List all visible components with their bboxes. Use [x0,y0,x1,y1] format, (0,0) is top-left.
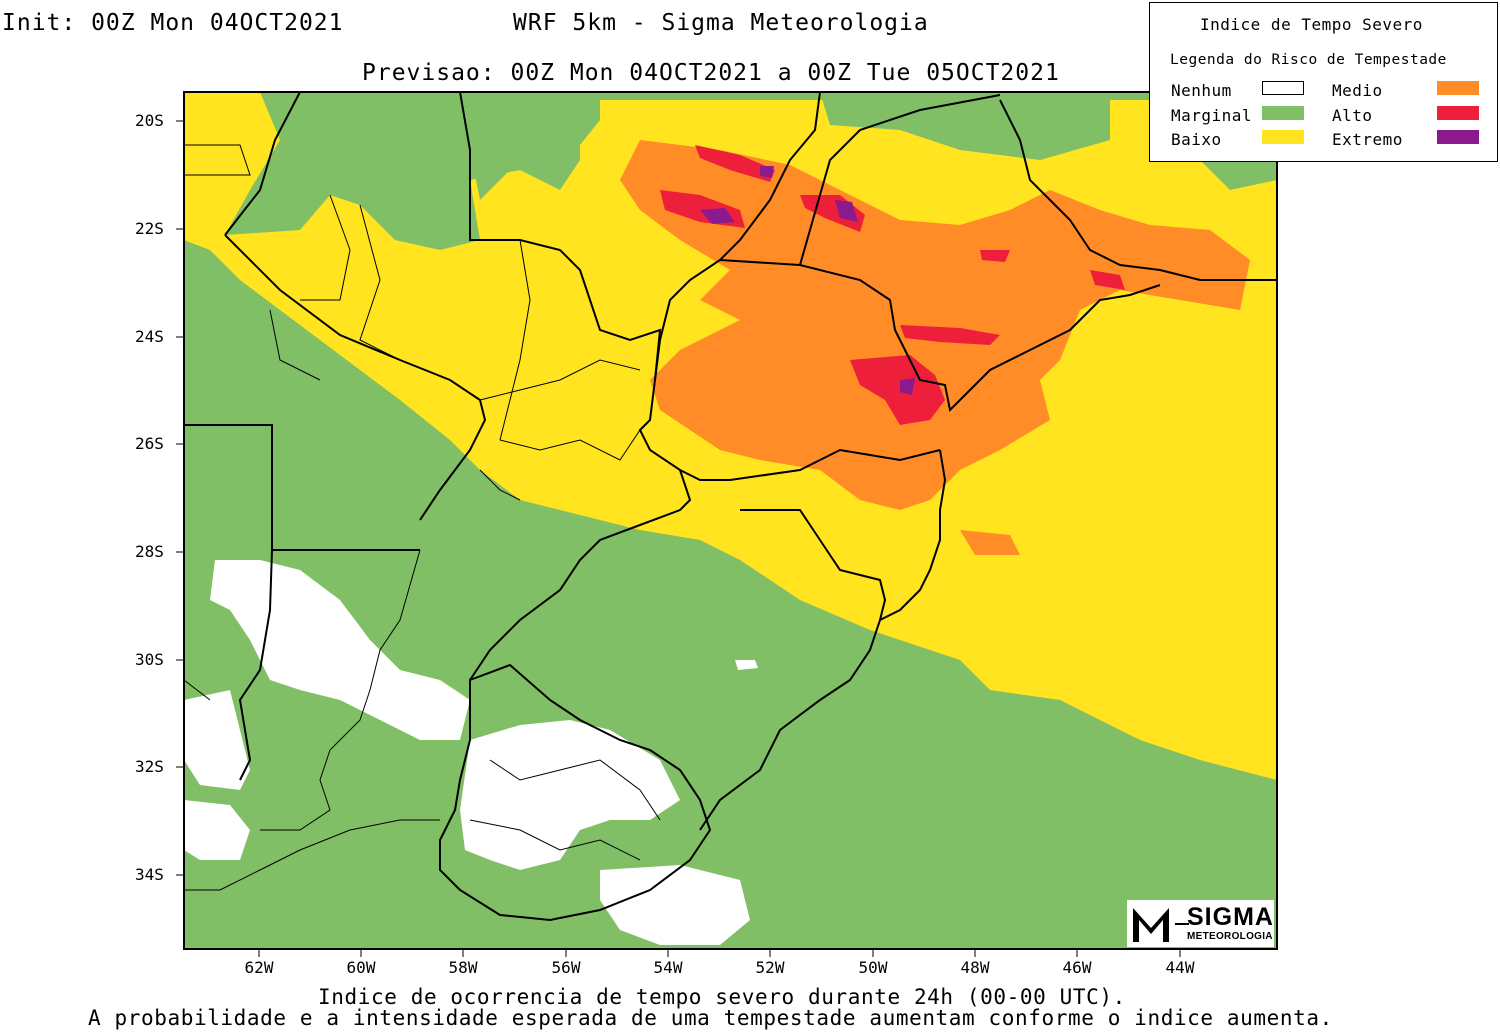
lon-label: 50W [858,958,888,977]
lon-label: 44W [1165,958,1195,977]
lon-label: 48W [960,958,990,977]
legend-swatch-baixo [1262,130,1304,144]
nenhum-area-2 [184,690,250,790]
lon-label: 46W [1062,958,1092,977]
nenhum-area-3 [460,720,680,870]
lon-label: 54W [653,958,683,977]
legend-label-medio: Medio [1332,81,1383,100]
footer-line-2: A probabilidade e a intensidade esperada… [88,1006,1333,1030]
nenhum-area-4 [184,800,250,860]
legend-label-marginal: Marginal [1171,106,1253,125]
lat-label: 22S [135,219,164,238]
marginal-patch [470,92,600,200]
extremo-areas [700,166,915,395]
model-title: WRF 5km - Sigma Meteorologia [513,10,929,36]
nenhum-area-1 [210,560,470,740]
legend: Indice de Tempo Severo Legenda do Risco … [1149,2,1498,162]
legend-swatch-marginal [1262,106,1304,120]
borders [183,91,1277,922]
internal-borders [183,144,661,891]
legend-swatch-medio [1437,81,1479,95]
legend-label-alto: Alto [1332,106,1373,125]
lat-label: 24S [135,327,164,346]
lat-label: 28S [135,542,164,561]
footer-line-1: Indice de ocorrencia de tempo severo dur… [318,985,1126,1009]
medio-area [620,140,1250,510]
legend-title: Indice de Tempo Severo [1200,15,1423,34]
legend-swatch-alto [1437,106,1479,120]
lon-label: 60W [346,958,376,977]
lat-label: 26S [135,434,164,453]
legend-label-extremo: Extremo [1332,130,1403,149]
lon-label: 62W [244,958,274,977]
lat-label: 32S [135,757,164,776]
marginal-patch-2 [820,92,1110,160]
init-time: Init: 00Z Mon 04OCT2021 [2,10,344,36]
legend-swatch-nenhum [1262,81,1304,95]
tick-marks [176,120,1181,957]
nenhum-area-6 [735,660,758,670]
legend-label-baixo: Baixo [1171,130,1222,149]
sigma-m-icon [1133,908,1189,942]
medio-patch [960,530,1020,555]
lat-label: 34S [135,865,164,884]
plot-frame [183,91,1278,950]
sigma-logo: SIGMA METEOROLOGIA [1127,900,1274,947]
forecast-period: Previsao: 00Z Mon 04OCT2021 a 00Z Tue 05… [362,60,1060,86]
lat-label: 30S [135,650,164,669]
nenhum-area-5 [600,865,750,945]
lon-label: 52W [755,958,785,977]
logo-sub: METEOROLOGIA [1187,931,1273,942]
legend-subtitle: Legenda do Risco de Tempestade [1170,52,1447,68]
legend-label-nenhum: Nenhum [1171,81,1232,100]
lat-label: 20S [135,111,164,130]
lon-label: 58W [448,958,478,977]
baixo-strip [184,92,245,220]
lon-label: 56W [551,958,581,977]
logo-name: SIGMA [1187,903,1274,931]
legend-swatch-extremo [1437,130,1479,144]
